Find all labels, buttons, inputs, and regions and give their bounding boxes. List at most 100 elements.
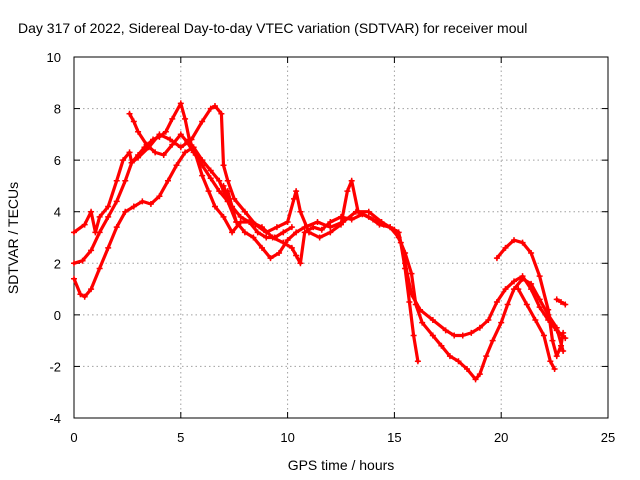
data-point-plus bbox=[532, 317, 539, 324]
data-point-plus bbox=[455, 358, 462, 365]
data-point-plus bbox=[143, 141, 150, 148]
data-point-plus bbox=[498, 319, 505, 326]
data-point-plus bbox=[468, 329, 475, 336]
data-point-plus bbox=[536, 304, 543, 311]
data-point-plus bbox=[190, 149, 197, 156]
data-point-plus bbox=[429, 317, 436, 324]
data-point-plus bbox=[553, 296, 560, 303]
data-point-plus bbox=[519, 239, 526, 246]
data-point-plus bbox=[177, 131, 184, 138]
data-point-plus bbox=[515, 286, 522, 293]
data-point-plus bbox=[258, 244, 265, 251]
data-point-plus bbox=[504, 301, 511, 308]
series-track-e bbox=[493, 237, 567, 360]
data-point-plus bbox=[493, 298, 500, 305]
data-point-plus bbox=[96, 265, 103, 272]
data-point-plus bbox=[79, 257, 86, 264]
data-point-plus bbox=[442, 327, 449, 334]
grid bbox=[74, 57, 608, 418]
data-point-plus bbox=[540, 332, 547, 339]
x-tick-label: 5 bbox=[177, 430, 184, 445]
series-line bbox=[127, 112, 230, 203]
y-tick-label: 8 bbox=[54, 102, 61, 117]
data-point-plus bbox=[551, 366, 558, 373]
data-point-plus bbox=[88, 208, 95, 215]
data-point-plus bbox=[502, 244, 509, 251]
data-point-plus bbox=[412, 301, 419, 308]
data-point-plus bbox=[365, 213, 372, 220]
data-point-plus bbox=[169, 115, 176, 122]
data-point-plus bbox=[169, 141, 176, 148]
data-point-plus bbox=[502, 286, 509, 293]
y-tick-label: -2 bbox=[49, 359, 61, 374]
data-point-plus bbox=[156, 193, 163, 200]
data-point-plus bbox=[105, 244, 112, 251]
data-point-plus bbox=[147, 200, 154, 207]
data-point-plus bbox=[252, 221, 259, 228]
data-point-plus bbox=[352, 208, 359, 215]
x-tick-label: 25 bbox=[601, 430, 615, 445]
y-axis-label: SDTVAR / TECUs bbox=[5, 182, 21, 294]
data-point-plus bbox=[528, 249, 535, 256]
plot-frame bbox=[73, 56, 609, 419]
data-point-plus bbox=[348, 216, 355, 223]
data-point-plus bbox=[216, 177, 223, 184]
series-track-f bbox=[553, 296, 569, 308]
y-axis-ticks: -4 -2 0 2 4 6 8 10 bbox=[47, 50, 608, 426]
data-point-plus bbox=[293, 188, 300, 195]
data-point-plus bbox=[316, 234, 323, 241]
data-point-plus bbox=[562, 301, 569, 308]
data-point-plus bbox=[511, 237, 518, 244]
x-tick-label: 10 bbox=[280, 430, 294, 445]
data-point-plus bbox=[553, 324, 560, 331]
data-point-plus bbox=[305, 229, 312, 236]
data-point-plus bbox=[410, 332, 417, 339]
data-point-plus bbox=[558, 342, 565, 349]
data-point-plus bbox=[177, 100, 184, 107]
data-point-plus bbox=[220, 182, 227, 189]
data-point-plus bbox=[188, 136, 195, 143]
data-point-plus bbox=[263, 229, 270, 236]
data-point-plus bbox=[120, 157, 127, 164]
y-tick-label: 2 bbox=[54, 256, 61, 271]
data-point-plus bbox=[254, 229, 261, 236]
data-point-plus bbox=[472, 376, 479, 383]
data-point-plus bbox=[122, 208, 129, 215]
data-point-plus bbox=[301, 224, 308, 231]
data-point-plus bbox=[182, 149, 189, 156]
data-point-plus bbox=[105, 203, 112, 210]
data-point-plus bbox=[207, 105, 214, 112]
data-point-plus bbox=[408, 270, 415, 277]
data-point-plus bbox=[250, 234, 257, 241]
x-tick-label: 0 bbox=[70, 430, 77, 445]
data-point-plus bbox=[113, 198, 120, 205]
data-point-plus bbox=[126, 110, 133, 117]
series-track-d bbox=[126, 110, 231, 205]
data-point-plus bbox=[288, 224, 295, 231]
data-point-plus bbox=[122, 177, 129, 184]
data-point-plus bbox=[483, 353, 490, 360]
data-point-plus bbox=[164, 177, 171, 184]
series-line bbox=[226, 189, 238, 224]
data-point-plus bbox=[211, 102, 218, 109]
data-point-plus bbox=[438, 342, 445, 349]
data-point-plus bbox=[489, 337, 496, 344]
data-point-plus bbox=[365, 208, 372, 215]
data-point-plus bbox=[464, 366, 471, 373]
x-tick-label: 20 bbox=[494, 430, 508, 445]
data-point-plus bbox=[297, 208, 304, 215]
data-point-plus bbox=[199, 118, 206, 125]
series-group bbox=[71, 100, 569, 383]
data-point-plus bbox=[395, 234, 402, 241]
data-point-plus bbox=[267, 255, 274, 262]
data-point-plus bbox=[216, 188, 223, 195]
data-point-plus bbox=[293, 252, 300, 259]
data-point-plus bbox=[553, 353, 560, 360]
data-point-plus bbox=[77, 291, 84, 298]
data-point-plus bbox=[419, 319, 426, 326]
data-point-plus bbox=[387, 224, 394, 231]
data-point-plus bbox=[88, 286, 95, 293]
data-point-plus bbox=[446, 353, 453, 360]
data-point-plus bbox=[327, 229, 334, 236]
y-tick-label: 0 bbox=[54, 308, 61, 323]
